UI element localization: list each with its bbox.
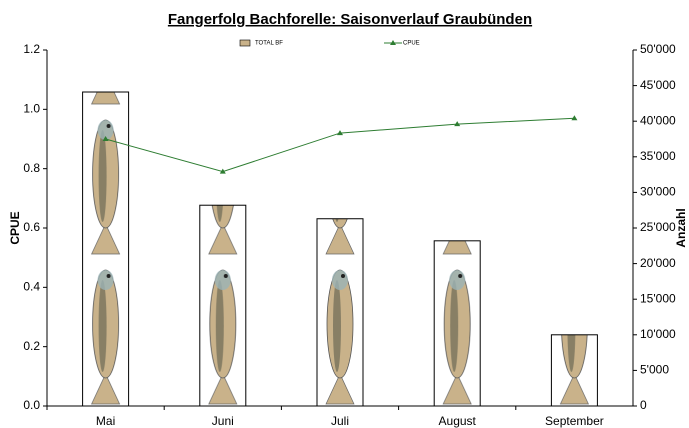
marker bbox=[454, 121, 461, 127]
x-tick-label: Juli bbox=[331, 414, 349, 428]
y2-tick-label: 50'000 bbox=[640, 42, 676, 56]
bar bbox=[316, 218, 364, 407]
y-tick-label: 1.2 bbox=[23, 42, 40, 56]
x-tick-label: September bbox=[545, 414, 604, 428]
bar bbox=[82, 91, 130, 407]
marker bbox=[219, 168, 226, 174]
y2-tick-label: 15'000 bbox=[640, 291, 676, 305]
line bbox=[105, 117, 575, 173]
y2-tick-label: 10'000 bbox=[640, 327, 676, 341]
marker bbox=[571, 115, 578, 121]
x-tick-label: Juni bbox=[212, 414, 234, 428]
x-tick-label: August bbox=[439, 414, 477, 428]
y2-tick-label: 25'000 bbox=[640, 220, 676, 234]
y2-axis-label: Anzahl bbox=[674, 208, 688, 247]
bar bbox=[199, 204, 247, 407]
x-tick-label: Mai bbox=[96, 414, 115, 428]
y2-tick-label: 20'000 bbox=[640, 256, 676, 270]
y-tick-label: 0.8 bbox=[23, 161, 40, 175]
y-tick-label: 0.2 bbox=[23, 339, 40, 353]
legend-label: TOTAL BF bbox=[255, 41, 283, 47]
y-tick-label: 0.0 bbox=[23, 398, 40, 412]
bar bbox=[550, 334, 598, 407]
marker bbox=[337, 130, 343, 136]
legend-label: CPUE bbox=[403, 41, 420, 47]
y-axis-label: CPUE bbox=[8, 211, 22, 244]
y-tick-label: 0.4 bbox=[23, 280, 40, 294]
y-tick-label: 0.6 bbox=[23, 220, 40, 234]
y2-tick-label: 5'000 bbox=[640, 363, 669, 377]
y2-tick-label: 0 bbox=[640, 398, 647, 412]
y2-tick-label: 30'000 bbox=[640, 185, 676, 199]
legend-marker bbox=[390, 40, 396, 45]
y2-tick-label: 45'000 bbox=[640, 78, 676, 92]
chart-title: Fangerfolg Bachforelle: Saisonverlauf Gr… bbox=[168, 11, 532, 28]
marker bbox=[102, 136, 109, 141]
legend-swatch bbox=[239, 39, 251, 47]
bar bbox=[433, 240, 481, 407]
y-tick-label: 1.0 bbox=[23, 102, 40, 116]
y2-tick-label: 40'000 bbox=[640, 113, 676, 127]
y2-tick-label: 35'000 bbox=[640, 149, 676, 163]
